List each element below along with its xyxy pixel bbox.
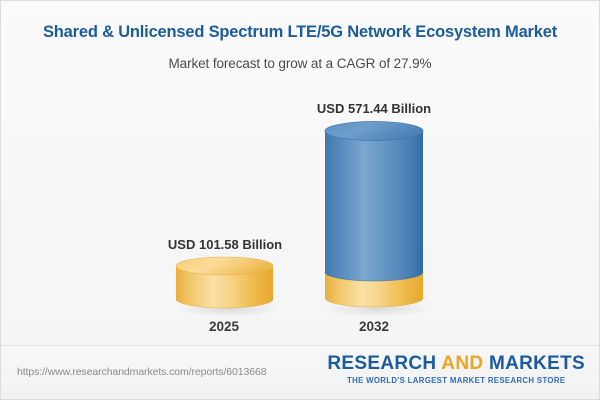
footer-bar: https://www.researchandmarkets.com/repor… bbox=[1, 345, 599, 399]
chart-plot-area: USD 101.58 Billion USD 571.44 Billion 20… bbox=[1, 1, 599, 346]
cylinder-bar-chart-svg bbox=[175, 121, 433, 317]
bar-2032-bottom-rim bbox=[324, 297, 424, 308]
logo-word-markets: MARKETS bbox=[483, 353, 585, 374]
bar-2025-top-cap bbox=[175, 256, 274, 276]
report-url[interactable]: https://www.researchandmarkets.com/repor… bbox=[17, 366, 267, 378]
logo-wordmark: RESEARCH AND MARKETS bbox=[327, 354, 585, 374]
value-label-2025: USD 101.58 Billion bbox=[167, 237, 283, 252]
value-label-2032: USD 571.44 Billion bbox=[316, 101, 432, 116]
research-and-markets-logo[interactable]: RESEARCH AND MARKETS THE WORLD'S LARGEST… bbox=[327, 354, 585, 385]
chart-subtitle: Market forecast to grow at a CAGR of 27.… bbox=[168, 56, 432, 71]
bar-2032-base-segment bbox=[325, 272, 423, 307]
logo-word-and: AND bbox=[441, 353, 484, 374]
logo-word-research: RESEARCH bbox=[327, 353, 442, 374]
bar-2025-bottom-rim bbox=[175, 298, 274, 309]
logo-tagline: THE WORLD'S LARGEST MARKET RESEARCH STOR… bbox=[347, 375, 566, 385]
bar-2032-segment-divider bbox=[324, 271, 424, 282]
bar-2032-top-cap bbox=[324, 121, 424, 141]
bar-2032-body bbox=[325, 131, 423, 281]
category-label-2032: 2032 bbox=[358, 319, 390, 334]
bar-2032 bbox=[323, 121, 433, 317]
category-label-2025: 2025 bbox=[208, 319, 240, 334]
bar-2025-body bbox=[176, 266, 273, 308]
page-title: Shared & Unlicensed Spectrum LTE/5G Netw… bbox=[42, 23, 558, 41]
bar-2025 bbox=[175, 256, 283, 317]
